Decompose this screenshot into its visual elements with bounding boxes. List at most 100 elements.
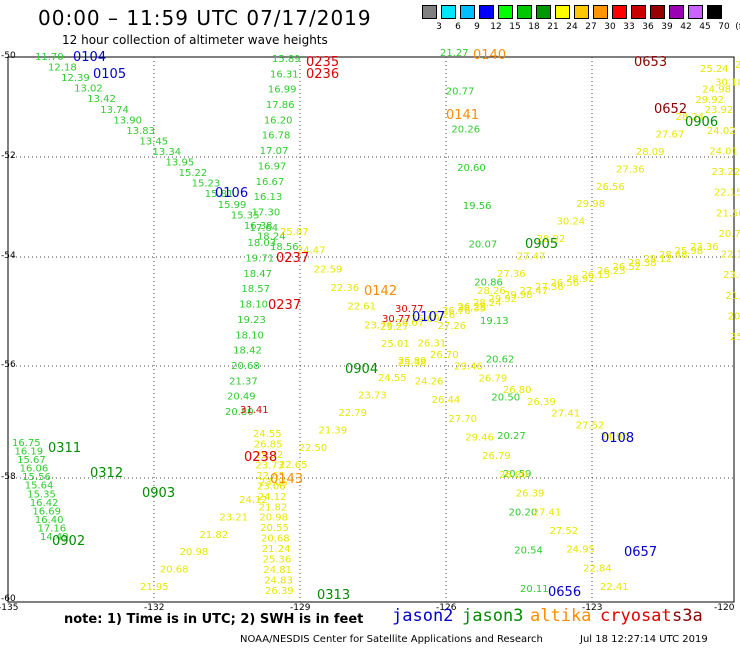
longitude-label: -126	[436, 603, 457, 613]
wave-height-value: 29.98	[504, 290, 533, 301]
wave-height-value: 15.56	[22, 472, 51, 483]
wave-height-value: 26.79	[479, 373, 508, 384]
wave-height-value: 18.10	[235, 330, 264, 341]
wave-height-value: 20.68	[261, 534, 290, 545]
colorbar-swatch	[517, 5, 532, 19]
colorbar-tick: 33	[623, 22, 635, 32]
pass-time-label: 0237	[268, 298, 301, 313]
credit-line: NOAA/NESDIS Center for Satellite Applica…	[240, 634, 543, 645]
wave-height-value: 28.38	[628, 258, 657, 269]
pass-time-label: 0105	[93, 67, 126, 82]
wave-height-value: 13.95	[166, 158, 195, 169]
colorbar-tick: 15	[509, 22, 521, 32]
colorbar-swatch	[574, 5, 589, 19]
latitude-label: -58	[1, 472, 16, 482]
wave-height-value: 22.41	[600, 582, 629, 593]
wave-height-value: 15.35	[27, 489, 56, 500]
wave-height-value: 21.50	[716, 208, 740, 219]
colorbar-tick: 36	[642, 22, 654, 32]
wave-height-value: 16.42	[30, 498, 59, 509]
wave-height-value: 24.02	[707, 126, 736, 137]
wave-height-value: 24.95	[566, 545, 595, 556]
map-frame	[7, 56, 735, 603]
page-title: 00:00 – 11:59 UTC 07/17/2019	[38, 6, 372, 30]
wave-height-value: 26.28	[458, 302, 487, 313]
wave-height-value: 23.06	[257, 481, 286, 492]
wave-height-value: 26.76	[442, 306, 471, 317]
wave-height-value: 27.47	[520, 286, 549, 297]
colorbar-unit: (ft)	[735, 22, 740, 32]
colorbar-swatch	[669, 5, 684, 19]
wave-height-value: 20.11	[520, 584, 549, 595]
colorbar-swatch	[460, 5, 475, 19]
wave-height-value: 28.92	[537, 234, 566, 245]
wave-height-value: 15.35	[231, 210, 260, 221]
colorbar-tick: 27	[585, 22, 597, 32]
wave-height-value: 27.41	[551, 409, 580, 420]
wave-height-value: 21.65	[725, 291, 740, 302]
wave-height-value: 22.79	[338, 408, 367, 419]
legend-item-s3a: s3a	[672, 606, 703, 626]
wave-height-value: 30.24	[557, 217, 586, 228]
wave-height-value: 18.10	[239, 300, 268, 311]
wave-height-value: 28.48	[659, 250, 688, 261]
wave-height-value: 28.24	[473, 298, 502, 309]
wave-height-value: 17.86	[266, 100, 295, 111]
colorbar-swatch	[688, 5, 703, 19]
wave-height-value: 13.02	[74, 84, 103, 95]
wave-height-value: 24.47	[297, 246, 326, 257]
graticule-grid	[8, 57, 734, 602]
wave-height-value: 15.64	[25, 481, 54, 492]
wave-height-value: 16.75	[12, 438, 41, 449]
wave-height-value: 30.77	[395, 304, 424, 315]
wave-height-value: 26.80	[503, 385, 532, 396]
wave-height-value: 29.98	[576, 199, 605, 210]
pass-time-label: 0905	[525, 237, 558, 252]
colorbar-swatch	[631, 5, 646, 19]
colorbar-swatch	[422, 5, 437, 19]
wave-height-value: 15.99	[218, 200, 247, 211]
latitude-label: -56	[1, 360, 16, 370]
wave-height-value: 20.86	[474, 278, 503, 289]
pass-time-label: 0143	[270, 472, 303, 487]
pass-time-label: 0142	[364, 284, 397, 299]
wave-height-value: 26.39	[516, 489, 545, 500]
wave-height-value: 26.15	[582, 270, 611, 281]
latitude-label: -60	[1, 594, 16, 604]
wave-height-value: 20.77	[718, 229, 740, 240]
colorbar-swatch	[593, 5, 608, 19]
pass-time-label: 0141	[446, 108, 479, 123]
pass-time-label: 0237	[276, 251, 309, 266]
wave-height-value: 18.47	[243, 269, 272, 280]
wave-height-value: 20.98	[259, 513, 288, 524]
wave-height-value: 24.55	[253, 429, 282, 440]
wave-height-value: 18.03	[247, 238, 276, 249]
wave-height-value: 22.65	[256, 471, 285, 482]
wave-height-value: 20.59	[503, 469, 532, 480]
wave-height-value: 17.16	[37, 523, 66, 534]
wave-height-value: 16.40	[35, 515, 64, 526]
longitude-label: -123	[582, 603, 603, 613]
wave-height-value: 27.70	[448, 414, 477, 425]
wave-height-value: 24.12	[239, 495, 268, 506]
wave-height-value: 20.62	[486, 354, 515, 365]
wave-height-value: 12.18	[48, 63, 77, 74]
colorbar-tick: 45	[699, 22, 711, 32]
pass-time-label: 0902	[52, 534, 85, 549]
wave-height-value: 27.26	[438, 321, 467, 332]
pass-time-label: 0656	[548, 585, 581, 600]
colorbar-tick: 12	[490, 22, 502, 32]
wave-height-value: 26.07	[396, 318, 425, 329]
latitude-label: -54	[1, 251, 16, 261]
wave-height-value: 15.22	[179, 168, 208, 179]
wave-height-value: 23.22	[712, 167, 740, 178]
wave-height-value: 16.99	[268, 85, 297, 96]
wave-height-value: 25.01	[381, 339, 410, 350]
wave-height-value: 24.81	[263, 565, 292, 576]
wave-height-value: 31.41	[240, 405, 269, 416]
page-subtitle: 12 hour collection of altimeter wave hei…	[62, 33, 328, 47]
pass-time-label: 0104	[73, 50, 106, 65]
colorbar-swatch	[441, 5, 456, 19]
colorbar-swatch	[555, 5, 570, 19]
wave-height-value: 21.39	[319, 425, 348, 436]
